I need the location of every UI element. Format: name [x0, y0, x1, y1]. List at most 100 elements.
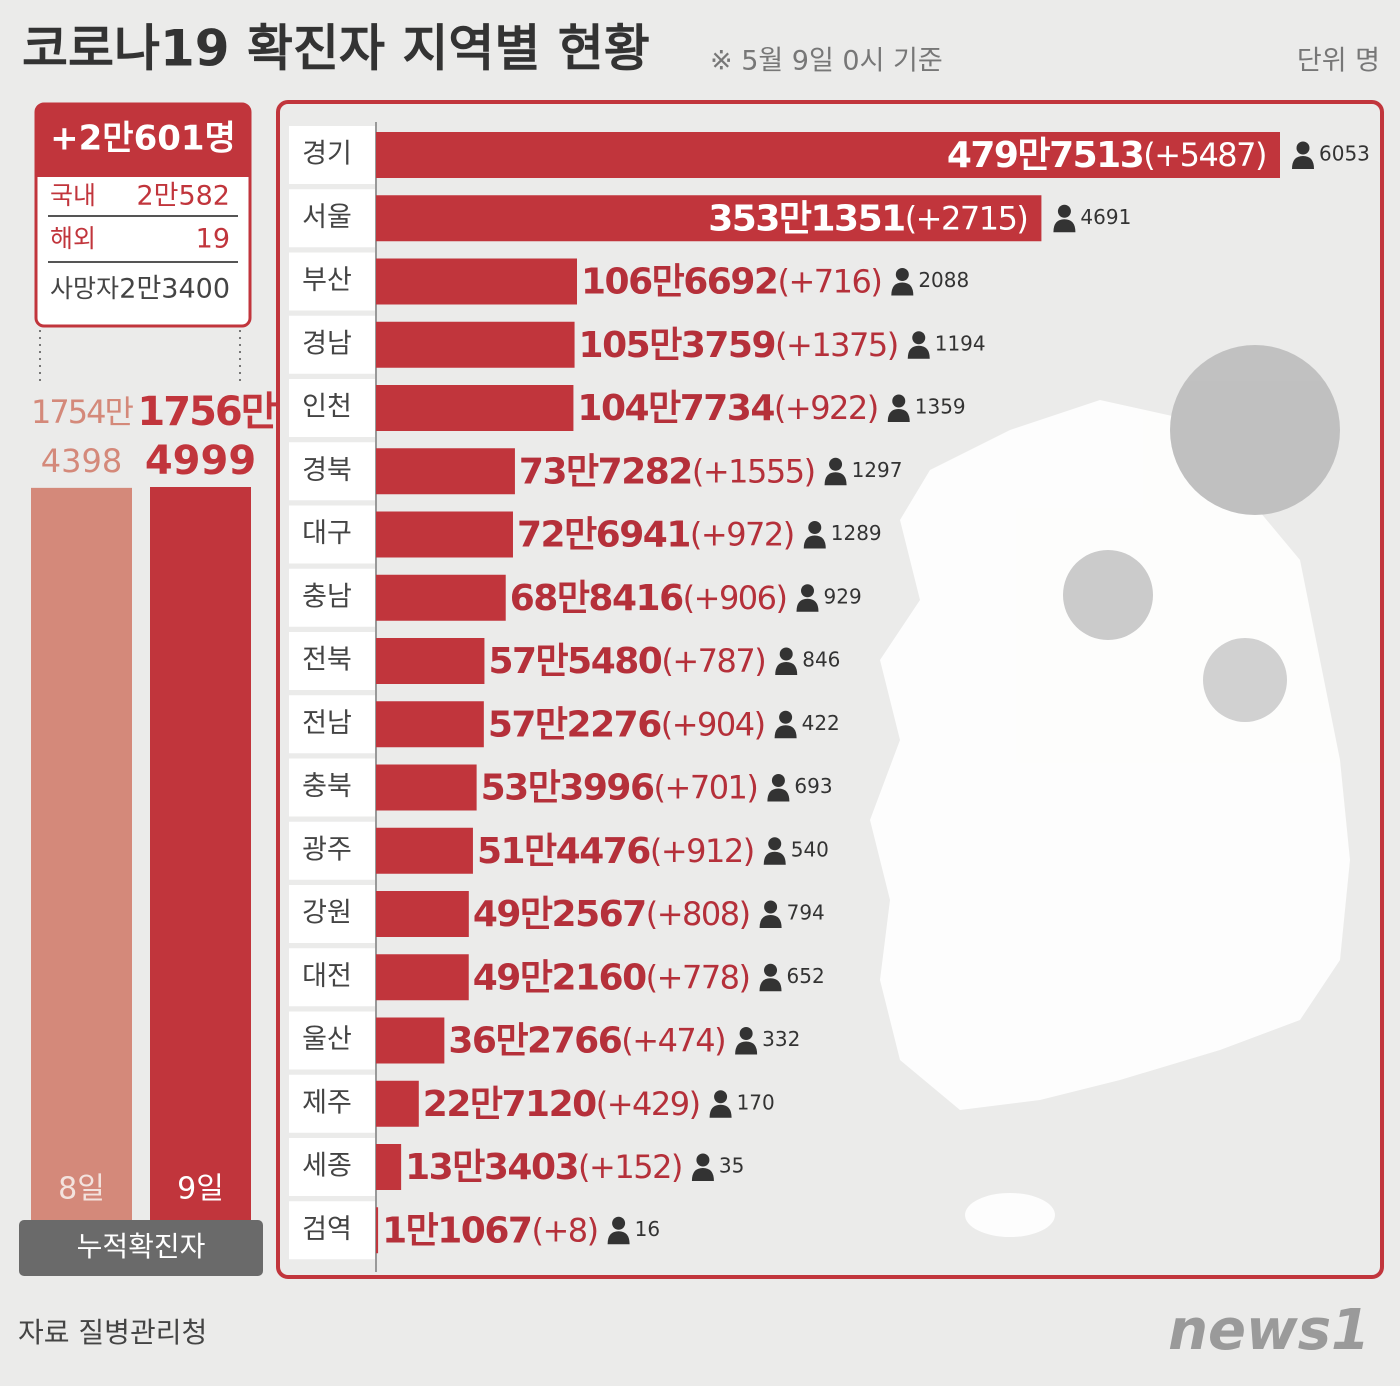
- icon-head: [1296, 141, 1310, 155]
- death-icon: [691, 1153, 714, 1181]
- death-icon: [891, 268, 914, 296]
- death-icon: [763, 837, 786, 865]
- summary-label: 해외: [50, 224, 96, 253]
- category-cell: [289, 695, 375, 754]
- deaths-label: 170: [737, 1090, 775, 1114]
- icon-head: [912, 331, 926, 345]
- new-cases-label: (+912): [650, 832, 754, 870]
- new-cases-label: (+716): [777, 263, 881, 301]
- new-cases-label: (+972): [690, 516, 794, 554]
- icon-head: [612, 1216, 626, 1230]
- icon-body: [709, 1104, 732, 1118]
- deaths-label: 2088: [918, 268, 969, 292]
- bar: [376, 258, 577, 305]
- new-cases-label: (+2715): [905, 199, 1028, 237]
- value-label-main: 73만7282: [519, 451, 692, 492]
- category-label: 서울: [302, 202, 352, 233]
- icon-body: [775, 662, 798, 675]
- category-cell: [289, 315, 375, 374]
- unit: 단위 명: [1297, 46, 1380, 77]
- value-label: 53만3996(+701): [481, 768, 758, 809]
- new-cases-label: (+778): [646, 958, 750, 996]
- value-label: 51만4476(+912): [477, 831, 754, 872]
- icon-body: [767, 788, 790, 802]
- icon-head: [768, 837, 782, 851]
- deaths-label: 846: [802, 648, 840, 672]
- deaths-label: 35: [719, 1154, 744, 1178]
- value-label-main: 105만3759: [579, 325, 775, 366]
- icon-body: [759, 915, 782, 928]
- icon-head: [1057, 204, 1071, 218]
- new-cases-label: (+429): [596, 1085, 700, 1123]
- new-cases-label: (+152): [578, 1148, 682, 1186]
- category-cell: [289, 1011, 375, 1070]
- icon-body: [774, 725, 797, 739]
- value-label: 4398: [41, 442, 122, 480]
- deaths-label: 1289: [831, 521, 882, 545]
- summary-label: 국내: [50, 181, 96, 210]
- death-icon: [1292, 141, 1314, 169]
- summary-value: 2만582: [136, 181, 230, 212]
- value-label: 4999: [145, 438, 256, 484]
- value-label-main: 57만5480: [488, 641, 661, 682]
- value-label: 105만3759(+1375): [579, 325, 898, 366]
- value-label-main: 104만7734: [577, 388, 774, 429]
- death-icon: [1053, 204, 1076, 233]
- icon-body: [824, 472, 847, 486]
- value-label: 73만7282(+1555): [519, 451, 815, 492]
- new-cases-label: (+904): [661, 705, 765, 743]
- icon-body: [887, 409, 910, 422]
- icon-head: [764, 900, 778, 914]
- icon-head: [829, 457, 843, 471]
- bar: [376, 764, 477, 811]
- deaths-label: 6053: [1319, 142, 1370, 166]
- bar: [376, 1144, 402, 1190]
- category-cell: [289, 1201, 375, 1260]
- deaths-label: 1359: [915, 395, 966, 419]
- icon-body: [1053, 219, 1076, 233]
- icon-head: [808, 521, 822, 534]
- death-icon: [709, 1090, 732, 1118]
- new-cases-label: (+906): [683, 579, 787, 617]
- icon-head: [696, 1153, 710, 1167]
- map-decoration: [870, 345, 1350, 1237]
- deaths-label: 794: [787, 901, 825, 925]
- value-label: 1만1067(+8): [382, 1210, 598, 1251]
- new-cases-label: (+787): [661, 642, 765, 680]
- axis-label: 누적확진자: [77, 1230, 206, 1263]
- bar: [376, 132, 1280, 178]
- category-cell: [289, 442, 375, 501]
- value-label-main: 57만2276: [488, 704, 661, 745]
- bar: [376, 574, 506, 621]
- icon-body: [796, 598, 819, 612]
- icon-body: [607, 1231, 630, 1245]
- bar: [376, 1207, 379, 1254]
- bar: [376, 891, 469, 937]
- icon-head: [895, 268, 909, 281]
- category-label: 경북: [302, 455, 352, 486]
- deaths-label: 1194: [935, 331, 986, 355]
- bar: [376, 827, 473, 874]
- value-label: 57만5480(+787): [488, 641, 765, 682]
- category-label: 울산: [302, 1024, 352, 1055]
- value-label-main: 72만6941: [517, 515, 690, 556]
- deaths-label: 929: [824, 584, 862, 608]
- category-label: 광주: [302, 834, 352, 865]
- death-icon: [774, 710, 797, 739]
- deaths-label: 540: [791, 837, 829, 861]
- bar: [376, 1080, 419, 1127]
- value-label: 1756만: [137, 389, 277, 435]
- summary-label: 사망자: [50, 274, 119, 303]
- new-cases-label: (+808): [646, 895, 750, 933]
- death-icon: [759, 900, 782, 928]
- value-label: 36만2766(+474): [448, 1021, 725, 1062]
- bar-category: 9일: [177, 1172, 224, 1207]
- category-cell: [289, 189, 375, 248]
- value-label: 68만8416(+906): [510, 578, 787, 619]
- icon-head: [764, 963, 778, 977]
- category-label: 부산: [302, 265, 352, 296]
- icon-body: [763, 851, 786, 865]
- summary-header: [36, 104, 250, 177]
- bar: [376, 511, 513, 558]
